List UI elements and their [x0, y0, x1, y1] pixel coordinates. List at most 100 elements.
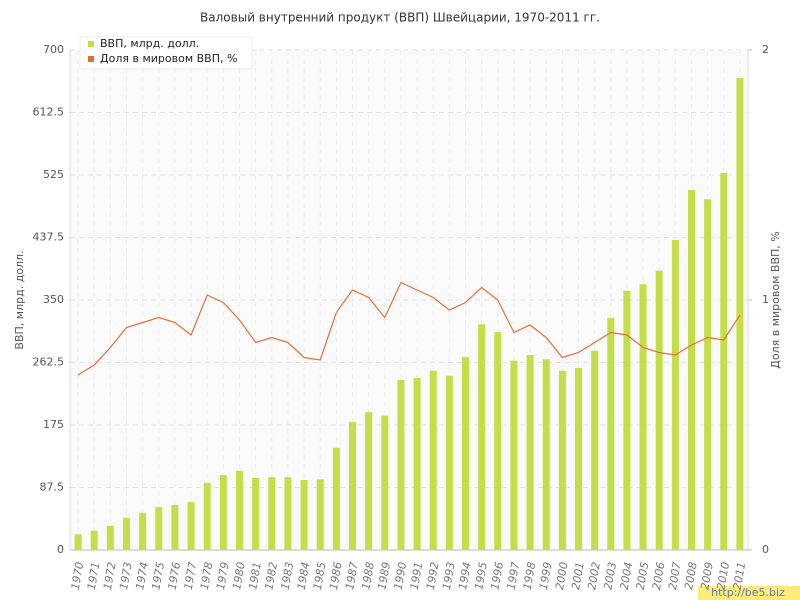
y2-tick-label: 2: [762, 43, 769, 56]
bar: [381, 415, 389, 550]
x-tick-label: 1977: [182, 561, 200, 591]
bar: [591, 350, 599, 550]
bar: [462, 357, 469, 550]
x-tick-label: 2000: [553, 561, 571, 591]
bar: [123, 517, 130, 550]
y-axis-label: ВВП, млрд. долл.: [13, 250, 26, 349]
x-tick-label: 2005: [634, 561, 652, 591]
x-tick-label: 1991: [408, 561, 426, 591]
bar: [494, 332, 502, 550]
bar: [413, 377, 421, 550]
y-tick-label: 700: [43, 43, 64, 56]
x-tick-label: 1987: [343, 561, 361, 591]
x-tick-label: 1994: [456, 561, 474, 591]
bar: [268, 477, 276, 550]
y-tick-label: 612.5: [33, 106, 65, 119]
x-tick-label: 1989: [375, 561, 393, 591]
legend-label: ВВП, млрд. долл.: [100, 37, 199, 50]
bar: [704, 199, 712, 551]
bar: [187, 502, 195, 550]
bar: [284, 477, 292, 550]
x-tick-label: 1972: [101, 561, 119, 591]
y-tick-label: 437.5: [33, 231, 65, 244]
x-tick-label: 1980: [230, 561, 248, 591]
x-tick-label: 1992: [424, 561, 442, 591]
bar: [203, 482, 211, 550]
y-tick-label: 525: [43, 168, 64, 181]
bar: [623, 290, 631, 550]
x-tick-label: 1997: [505, 561, 523, 591]
legend-label: Доля в мировом ВВП, %: [100, 52, 237, 65]
x-tick-label: 2008: [682, 561, 700, 591]
x-tick-label: 1982: [262, 561, 280, 591]
bar: [639, 284, 647, 550]
x-tick-label: 1986: [327, 561, 345, 591]
bar: [139, 512, 147, 550]
legend: ВВП, млрд. долл. Доля в мировом ВВП, %: [79, 36, 253, 70]
x-tick-label: 2007: [666, 561, 684, 591]
line: [77, 281, 741, 376]
x-tick-label: 1988: [359, 561, 377, 591]
y2-tick-label: 0: [762, 543, 769, 556]
y-tick-label: 0: [57, 543, 64, 556]
x-tick-label: 1970: [69, 561, 87, 591]
x-tick-label: 2003: [601, 561, 619, 591]
chart-title: Валовый внутренний продукт (ВВП) Швейцар…: [200, 11, 600, 25]
bar: [106, 525, 114, 550]
bar: [429, 370, 437, 550]
bar: [90, 530, 98, 550]
bar: [365, 412, 373, 550]
bar: [316, 479, 324, 550]
x-tick-label: 1996: [488, 561, 506, 591]
x-tick-label: 1978: [198, 561, 216, 591]
x-tick-label: 2001: [569, 561, 587, 591]
bar: [236, 470, 243, 550]
x-tick-label: 2011: [731, 561, 749, 591]
x-tick-label: 1971: [85, 561, 103, 591]
bar: [349, 422, 356, 550]
y-tick-label: 350: [43, 293, 64, 306]
x-tick-label: 1985: [311, 561, 329, 591]
watermark: http://be5.biz: [711, 586, 785, 599]
watermark-bg: [698, 586, 800, 600]
x-tick-label: 1974: [133, 561, 151, 591]
x-tick-label: 1975: [149, 561, 167, 591]
x-tick-label: 1976: [166, 561, 184, 591]
x-tick-label: 1983: [279, 561, 297, 591]
x-tick-label: 2006: [650, 561, 668, 591]
bar: [671, 240, 679, 550]
y2-axis-label: Доля в мировом ВВП, %: [769, 231, 782, 368]
bar: [397, 380, 405, 550]
x-tick-label: 1993: [440, 561, 458, 591]
x-tick-label: 1999: [537, 561, 555, 591]
bar: [655, 270, 663, 550]
legend-swatch: [88, 41, 94, 47]
x-tick-label: 1998: [521, 561, 539, 591]
x-tick-label: 2002: [585, 561, 603, 591]
bar: [736, 77, 744, 550]
x-tick-label: 1979: [214, 561, 232, 591]
legend-swatch: [88, 56, 94, 62]
y-tick-label: 87.5: [40, 481, 65, 494]
y-tick-label: 262.5: [33, 356, 65, 369]
bar: [688, 190, 695, 550]
bar: [526, 355, 534, 550]
legend-box: [79, 36, 253, 70]
x-tick-label: 2009: [698, 561, 716, 591]
bar: [542, 359, 550, 550]
y-tick-label: 175: [43, 418, 64, 431]
bar: [607, 317, 615, 550]
bar: [300, 480, 308, 550]
bar: [558, 370, 566, 550]
bar: [510, 360, 518, 550]
x-tick-label: 1995: [472, 561, 490, 591]
bar: [155, 507, 163, 550]
x-tick-label: 1984: [295, 561, 313, 591]
bar: [171, 505, 179, 550]
bar: [252, 477, 260, 550]
bar: [445, 375, 453, 550]
x-tick-label: 2010: [714, 561, 732, 591]
bar: [219, 475, 227, 550]
bar: [74, 534, 82, 550]
